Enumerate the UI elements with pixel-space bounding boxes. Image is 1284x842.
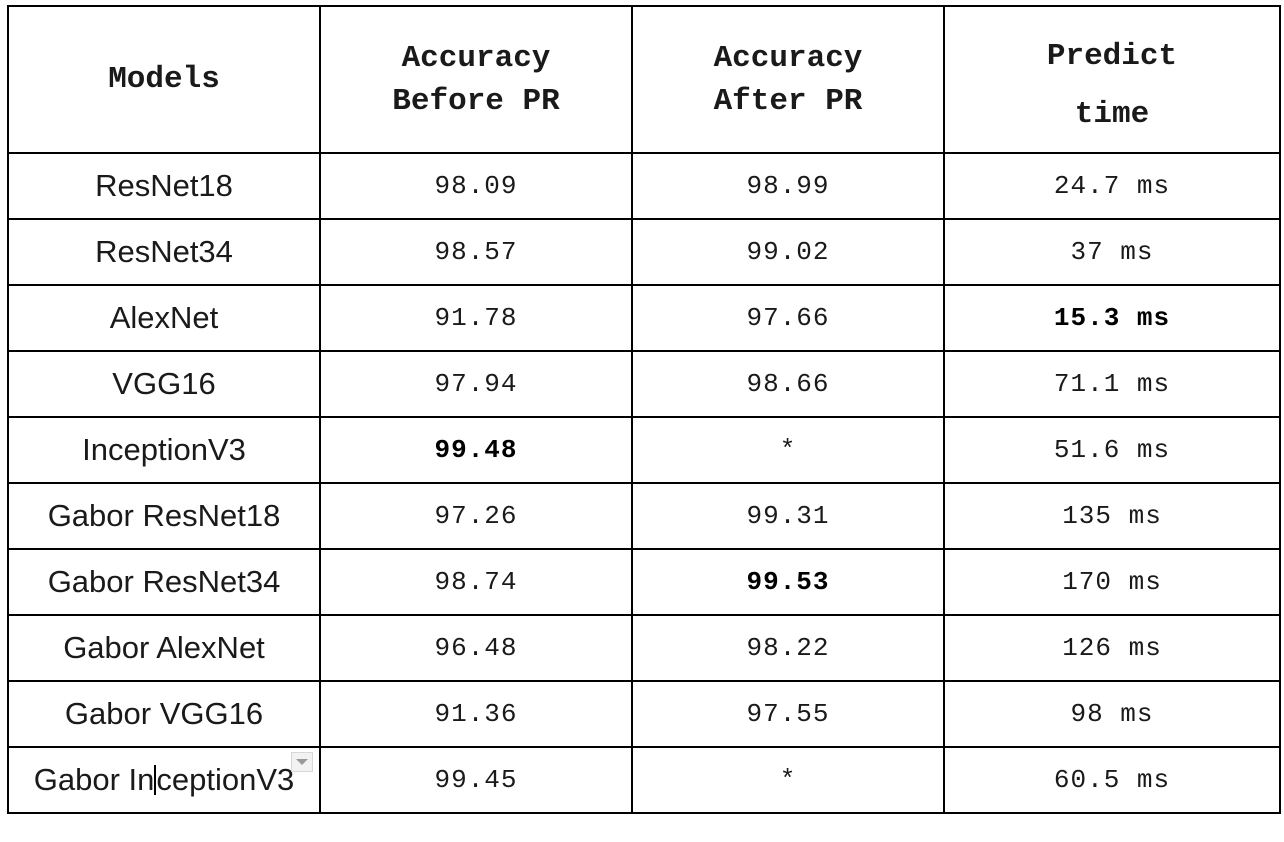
header-accuracy-before: Accuracy Before PR [319,5,633,154]
model-cell[interactable]: Gabor VGG16 [7,680,321,748]
accuracy-before-cell[interactable]: 97.94 [319,350,633,418]
predict-time-cell[interactable]: 37 ms [943,218,1281,286]
table-row: VGG16 97.94 98.66 71.1 ms [7,350,1281,418]
model-text-before-cursor: Gabor In [33,762,155,797]
predict-time-cell[interactable]: 71.1 ms [943,350,1281,418]
results-table: Models Accuracy Before PR Accuracy After P… [7,5,1281,814]
table-row: Gabor AlexNet 96.48 98.22 126 ms [7,614,1281,682]
model-cell[interactable]: Gabor ResNet18 [7,482,321,550]
table-row: Gabor ResNet18 97.26 99.31 135 ms [7,482,1281,550]
predict-time-cell[interactable]: 170 ms [943,548,1281,616]
table-row: Gabor InceptionV3 99.45 * 60.5 ms [7,746,1281,814]
accuracy-after-cell[interactable]: 97.66 [631,284,945,352]
accuracy-after-cell[interactable]: 98.22 [631,614,945,682]
model-cell[interactable]: Gabor AlexNet [7,614,321,682]
model-cell-active[interactable]: Gabor InceptionV3 [7,746,321,814]
accuracy-before-cell[interactable]: 91.78 [319,284,633,352]
predict-time-cell[interactable]: 135 ms [943,482,1281,550]
accuracy-after-cell[interactable]: * [631,416,945,484]
accuracy-after-cell[interactable]: 99.02 [631,218,945,286]
model-text-after-cursor: ceptionV3 [156,762,295,797]
predict-time-cell[interactable]: 51.6 ms [943,416,1281,484]
table-row: Gabor ResNet34 98.74 99.53 170 ms [7,548,1281,616]
table-row: ResNet18 98.09 98.99 24.7 ms [7,152,1281,220]
predict-time-cell[interactable]: 126 ms [943,614,1281,682]
accuracy-before-cell[interactable]: 96.48 [319,614,633,682]
text-cursor [154,765,157,795]
accuracy-before-cell[interactable]: 99.45 [319,746,633,814]
header-row: Models Accuracy Before PR Accuracy After P… [7,5,1281,154]
header-predict-time: Predict time [943,5,1281,154]
accuracy-after-cell[interactable]: 98.66 [631,350,945,418]
accuracy-after-cell[interactable]: 99.31 [631,482,945,550]
accuracy-after-cell[interactable]: * [631,746,945,814]
accuracy-before-cell[interactable]: 91.36 [319,680,633,748]
header-accuracy-after: Accuracy After PR [631,5,945,154]
model-cell[interactable]: InceptionV3 [7,416,321,484]
accuracy-before-cell[interactable]: 98.57 [319,218,633,286]
table-row: AlexNet 91.78 97.66 15.3 ms [7,284,1281,352]
accuracy-after-cell[interactable]: 99.53 [631,548,945,616]
accuracy-before-cell[interactable]: 99.48 [319,416,633,484]
cell-dropdown-icon[interactable] [291,752,313,772]
model-cell[interactable]: AlexNet [7,284,321,352]
table-row: ResNet34 98.57 99.02 37 ms [7,218,1281,286]
accuracy-after-cell[interactable]: 98.99 [631,152,945,220]
accuracy-before-cell[interactable]: 97.26 [319,482,633,550]
model-cell[interactable]: ResNet18 [7,152,321,220]
table-row: Gabor VGG16 91.36 97.55 98 ms [7,680,1281,748]
predict-time-cell[interactable]: 15.3 ms [943,284,1281,352]
model-cell[interactable]: VGG16 [7,350,321,418]
accuracy-after-cell[interactable]: 97.55 [631,680,945,748]
predict-time-cell[interactable]: 98 ms [943,680,1281,748]
model-cell[interactable]: Gabor ResNet34 [7,548,321,616]
header-models: Models [7,5,321,154]
table-row: InceptionV3 99.48 * 51.6 ms [7,416,1281,484]
accuracy-before-cell[interactable]: 98.09 [319,152,633,220]
predict-time-cell[interactable]: 24.7 ms [943,152,1281,220]
model-cell[interactable]: ResNet34 [7,218,321,286]
predict-time-cell[interactable]: 60.5 ms [943,746,1281,814]
accuracy-before-cell[interactable]: 98.74 [319,548,633,616]
